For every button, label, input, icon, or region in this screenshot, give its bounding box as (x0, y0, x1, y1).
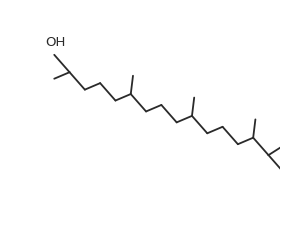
Text: OH: OH (46, 35, 66, 49)
